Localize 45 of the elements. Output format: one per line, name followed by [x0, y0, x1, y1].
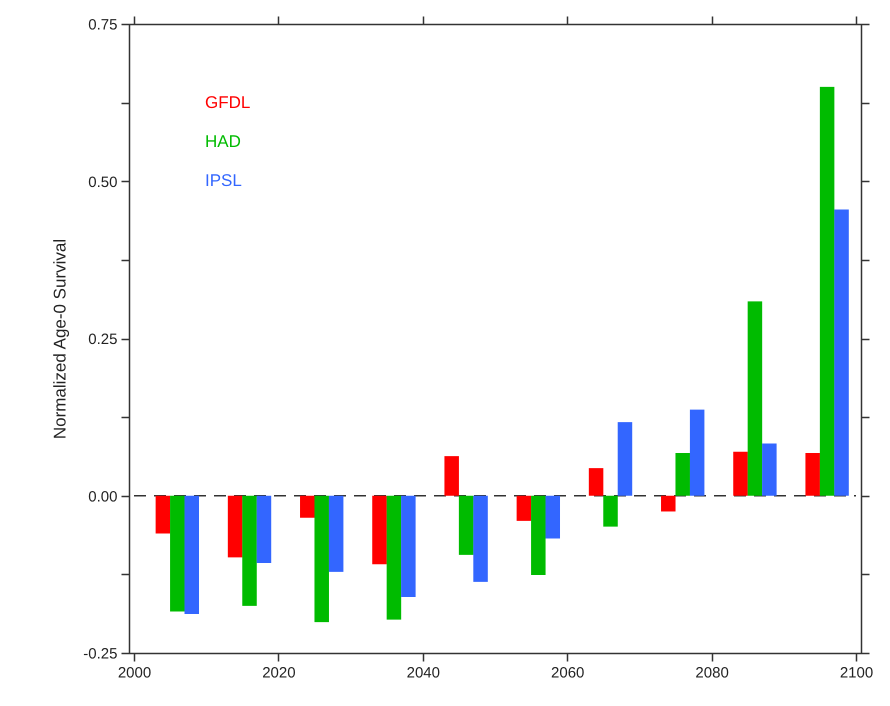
- text: GFDL: [205, 93, 250, 112]
- bar: [328, 496, 344, 572]
- bar: [748, 301, 762, 496]
- bar: [733, 452, 748, 496]
- bar: [516, 496, 532, 521]
- bar: [256, 496, 272, 564]
- bar: [762, 444, 777, 496]
- bar: [588, 468, 604, 496]
- bar: [661, 496, 676, 512]
- bar: [690, 410, 704, 496]
- x-tick-label: 2100: [840, 664, 874, 682]
- y-tick-label: 0.00: [88, 488, 118, 506]
- x-tick-label: 2000: [118, 664, 152, 682]
- bar: [618, 422, 632, 496]
- y-tick-label: 0.50: [88, 174, 118, 191]
- bar: [228, 496, 242, 558]
- y-tick-label: 0.25: [88, 331, 118, 348]
- bar: [300, 496, 315, 518]
- y-axis-title: Normalized Age-0 Survival: [50, 238, 70, 440]
- bar: [675, 452, 690, 496]
- bar: [458, 496, 474, 555]
- bar: [184, 496, 200, 614]
- x-tick-label: 2060: [551, 664, 584, 682]
- bar: [401, 496, 416, 598]
- bar: [473, 496, 488, 582]
- bar: [820, 86, 834, 496]
- y-tick-label: 0.75: [88, 16, 118, 34]
- bar: [386, 496, 402, 620]
- bar: [603, 496, 618, 527]
- bar: [314, 496, 329, 622]
- bar: [170, 496, 185, 612]
- bar: [372, 496, 387, 564]
- x-tick-label: 2040: [406, 664, 440, 682]
- bar: [805, 452, 820, 496]
- bar: [834, 210, 849, 496]
- bar: [444, 456, 459, 496]
- bar: [546, 496, 560, 539]
- bar: [531, 496, 546, 576]
- text: HAD: [205, 132, 241, 151]
- bar: [242, 496, 257, 606]
- bar: [156, 496, 170, 534]
- x-tick-label: 2080: [695, 664, 729, 682]
- x-tick-label: 2020: [262, 664, 296, 682]
- text: IPSL: [205, 171, 242, 190]
- y-tick-label: -0.25: [83, 646, 118, 662]
